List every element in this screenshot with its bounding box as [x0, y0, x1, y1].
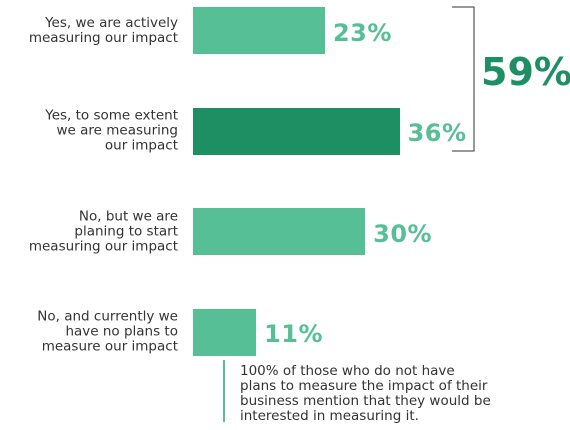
note-line	[223, 360, 225, 422]
category-label: No, and currently we have no plans to me…	[37, 308, 178, 355]
bar	[193, 107, 400, 155]
bar	[193, 7, 325, 54]
category-label: Yes, to some extent we are measuring our…	[45, 107, 178, 154]
value-label: 11%	[264, 320, 324, 348]
category-label: No, but we are planing to start measurin…	[28, 208, 178, 254]
value-label: 36%	[407, 119, 467, 147]
bar	[193, 308, 257, 356]
bracket	[452, 6, 475, 152]
value-label: 23%	[332, 18, 392, 47]
bracket-label: 59%	[481, 50, 570, 94]
note: 100% of those who do not have plans to m…	[240, 363, 491, 424]
bar	[193, 208, 366, 255]
value-label: 30%	[373, 219, 433, 248]
category-label: Yes, we are actively measuring our impac…	[28, 14, 178, 46]
